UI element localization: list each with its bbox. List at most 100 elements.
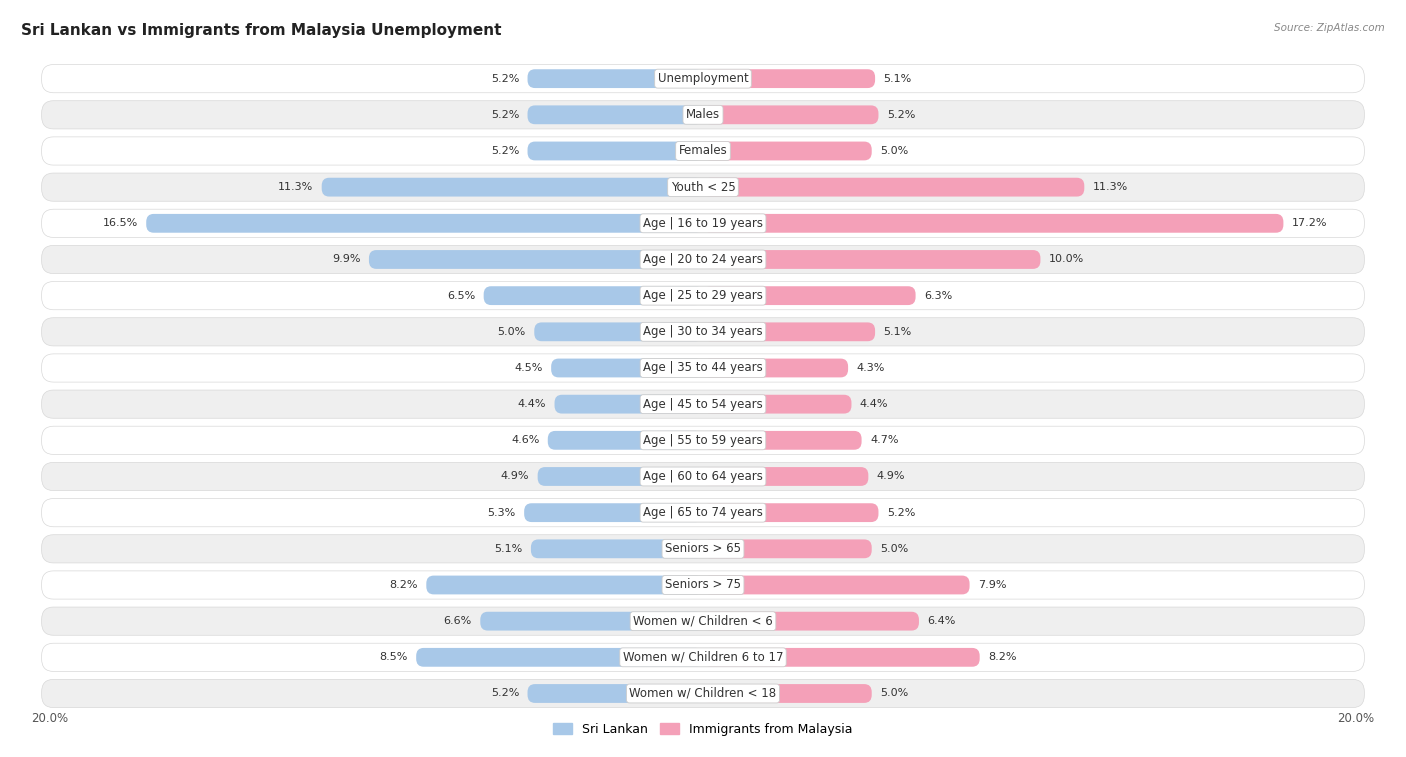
FancyBboxPatch shape	[368, 250, 703, 269]
FancyBboxPatch shape	[703, 286, 915, 305]
Text: Age | 65 to 74 years: Age | 65 to 74 years	[643, 506, 763, 519]
FancyBboxPatch shape	[42, 137, 1364, 165]
FancyBboxPatch shape	[481, 612, 703, 631]
Text: Source: ZipAtlas.com: Source: ZipAtlas.com	[1274, 23, 1385, 33]
Text: 4.9%: 4.9%	[501, 472, 529, 481]
FancyBboxPatch shape	[527, 684, 703, 703]
Text: 6.3%: 6.3%	[924, 291, 952, 301]
Text: 11.3%: 11.3%	[278, 182, 314, 192]
Text: 6.4%: 6.4%	[928, 616, 956, 626]
FancyBboxPatch shape	[703, 394, 852, 413]
FancyBboxPatch shape	[484, 286, 703, 305]
FancyBboxPatch shape	[703, 250, 1040, 269]
FancyBboxPatch shape	[416, 648, 703, 667]
Text: 5.0%: 5.0%	[498, 327, 526, 337]
Text: 4.4%: 4.4%	[860, 399, 889, 409]
Text: 5.1%: 5.1%	[495, 544, 523, 554]
Text: 8.5%: 8.5%	[380, 653, 408, 662]
Text: 5.2%: 5.2%	[491, 689, 519, 699]
Text: Age | 16 to 19 years: Age | 16 to 19 years	[643, 217, 763, 230]
FancyBboxPatch shape	[42, 245, 1364, 273]
FancyBboxPatch shape	[42, 679, 1364, 708]
FancyBboxPatch shape	[703, 575, 970, 594]
Text: 5.2%: 5.2%	[491, 73, 519, 83]
FancyBboxPatch shape	[554, 394, 703, 413]
Text: 5.2%: 5.2%	[887, 508, 915, 518]
Text: Women w/ Children 6 to 17: Women w/ Children 6 to 17	[623, 651, 783, 664]
FancyBboxPatch shape	[703, 540, 872, 558]
FancyBboxPatch shape	[42, 499, 1364, 527]
Text: 5.2%: 5.2%	[491, 110, 519, 120]
Text: Unemployment: Unemployment	[658, 72, 748, 85]
Text: 8.2%: 8.2%	[389, 580, 418, 590]
Text: Age | 60 to 64 years: Age | 60 to 64 years	[643, 470, 763, 483]
FancyBboxPatch shape	[703, 69, 875, 88]
FancyBboxPatch shape	[534, 322, 703, 341]
Text: 5.0%: 5.0%	[880, 689, 908, 699]
Legend: Sri Lankan, Immigrants from Malaysia: Sri Lankan, Immigrants from Malaysia	[548, 718, 858, 741]
FancyBboxPatch shape	[42, 282, 1364, 310]
Text: 6.6%: 6.6%	[444, 616, 472, 626]
FancyBboxPatch shape	[42, 209, 1364, 238]
FancyBboxPatch shape	[42, 101, 1364, 129]
Text: Age | 20 to 24 years: Age | 20 to 24 years	[643, 253, 763, 266]
FancyBboxPatch shape	[703, 178, 1084, 197]
Text: 10.0%: 10.0%	[1049, 254, 1084, 264]
Text: 6.5%: 6.5%	[447, 291, 475, 301]
Text: Youth < 25: Youth < 25	[671, 181, 735, 194]
Text: Age | 25 to 29 years: Age | 25 to 29 years	[643, 289, 763, 302]
FancyBboxPatch shape	[703, 431, 862, 450]
FancyBboxPatch shape	[524, 503, 703, 522]
FancyBboxPatch shape	[703, 467, 869, 486]
Text: 11.3%: 11.3%	[1092, 182, 1128, 192]
Text: 8.2%: 8.2%	[988, 653, 1017, 662]
FancyBboxPatch shape	[42, 354, 1364, 382]
Text: 5.0%: 5.0%	[880, 544, 908, 554]
Text: Age | 30 to 34 years: Age | 30 to 34 years	[643, 326, 763, 338]
Text: 9.9%: 9.9%	[332, 254, 360, 264]
FancyBboxPatch shape	[42, 390, 1364, 419]
FancyBboxPatch shape	[551, 359, 703, 378]
FancyBboxPatch shape	[42, 643, 1364, 671]
FancyBboxPatch shape	[703, 503, 879, 522]
FancyBboxPatch shape	[703, 214, 1284, 232]
Text: Women w/ Children < 18: Women w/ Children < 18	[630, 687, 776, 700]
FancyBboxPatch shape	[42, 173, 1364, 201]
FancyBboxPatch shape	[42, 571, 1364, 599]
Text: 5.1%: 5.1%	[883, 327, 911, 337]
FancyBboxPatch shape	[703, 105, 879, 124]
Text: Age | 55 to 59 years: Age | 55 to 59 years	[643, 434, 763, 447]
FancyBboxPatch shape	[426, 575, 703, 594]
FancyBboxPatch shape	[146, 214, 703, 232]
FancyBboxPatch shape	[537, 467, 703, 486]
FancyBboxPatch shape	[527, 105, 703, 124]
FancyBboxPatch shape	[322, 178, 703, 197]
Text: 5.1%: 5.1%	[883, 73, 911, 83]
Text: Women w/ Children < 6: Women w/ Children < 6	[633, 615, 773, 628]
FancyBboxPatch shape	[42, 607, 1364, 635]
FancyBboxPatch shape	[703, 322, 875, 341]
Text: 20.0%: 20.0%	[31, 712, 69, 724]
Text: 5.2%: 5.2%	[491, 146, 519, 156]
FancyBboxPatch shape	[703, 142, 872, 160]
FancyBboxPatch shape	[527, 142, 703, 160]
Text: 20.0%: 20.0%	[1337, 712, 1375, 724]
FancyBboxPatch shape	[527, 69, 703, 88]
FancyBboxPatch shape	[42, 463, 1364, 491]
Text: 4.4%: 4.4%	[517, 399, 546, 409]
Text: Age | 35 to 44 years: Age | 35 to 44 years	[643, 362, 763, 375]
Text: 4.6%: 4.6%	[510, 435, 540, 445]
Text: 5.3%: 5.3%	[488, 508, 516, 518]
Text: Females: Females	[679, 145, 727, 157]
FancyBboxPatch shape	[548, 431, 703, 450]
FancyBboxPatch shape	[703, 359, 848, 378]
Text: 4.9%: 4.9%	[877, 472, 905, 481]
Text: Age | 45 to 54 years: Age | 45 to 54 years	[643, 397, 763, 410]
Text: Males: Males	[686, 108, 720, 121]
FancyBboxPatch shape	[703, 648, 980, 667]
FancyBboxPatch shape	[703, 612, 920, 631]
Text: 4.7%: 4.7%	[870, 435, 898, 445]
FancyBboxPatch shape	[42, 318, 1364, 346]
Text: Sri Lankan vs Immigrants from Malaysia Unemployment: Sri Lankan vs Immigrants from Malaysia U…	[21, 23, 502, 38]
Text: 4.5%: 4.5%	[515, 363, 543, 373]
